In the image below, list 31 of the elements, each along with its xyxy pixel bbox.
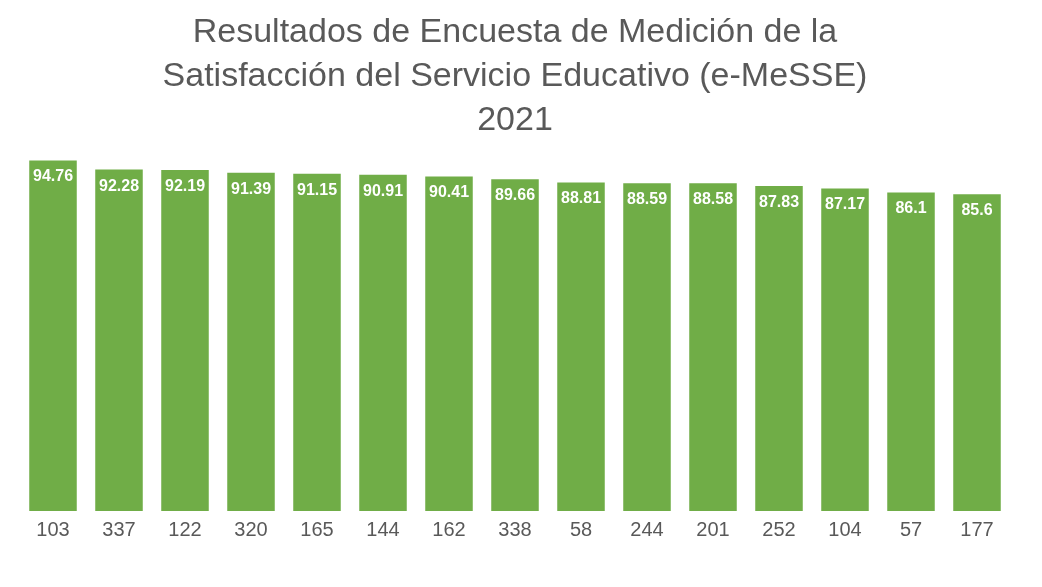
x-tick-label: 165 <box>300 517 334 540</box>
data-label: 90.41 <box>428 183 470 201</box>
data-label: 91.39 <box>230 179 272 197</box>
data-label: 88.59 <box>626 190 668 208</box>
data-label: 85.6 <box>961 201 993 219</box>
data-label: 88.58 <box>692 190 734 208</box>
data-label: 92.28 <box>98 176 140 194</box>
x-tick-label: 177 <box>960 517 994 540</box>
data-label: 87.17 <box>824 195 866 213</box>
x-tick-label: 252 <box>762 517 796 540</box>
x-tick-label: 103 <box>36 517 70 540</box>
data-label: 88.81 <box>560 189 602 207</box>
data-label: 91.15 <box>296 180 338 198</box>
data-label: 87.83 <box>758 193 800 211</box>
x-tick-label: 58 <box>569 517 593 540</box>
chart-title: Resultados de Encuesta de Medición de la Satisfacción del Servicio Educativo (e-MeSSE) 2021 <box>162 11 868 137</box>
x-tick-label: 104 <box>828 517 862 540</box>
x-tick-label: 144 <box>366 517 400 540</box>
data-label: 94.76 <box>32 167 74 185</box>
x-tick-label: 162 <box>432 517 466 540</box>
x-tick-label: 338 <box>498 517 532 540</box>
data-label: 89.66 <box>494 186 536 204</box>
x-tick-label: 337 <box>102 517 136 540</box>
data-label: 90.91 <box>362 181 404 199</box>
x-tick-label: 57 <box>899 517 923 540</box>
x-tick-label: 244 <box>630 517 664 540</box>
x-tick-label: 201 <box>696 517 730 540</box>
x-tick-label: 122 <box>168 517 202 540</box>
x-tick-label: 320 <box>234 517 268 540</box>
data-label: 86.1 <box>895 199 927 217</box>
data-label: 92.19 <box>164 176 206 194</box>
